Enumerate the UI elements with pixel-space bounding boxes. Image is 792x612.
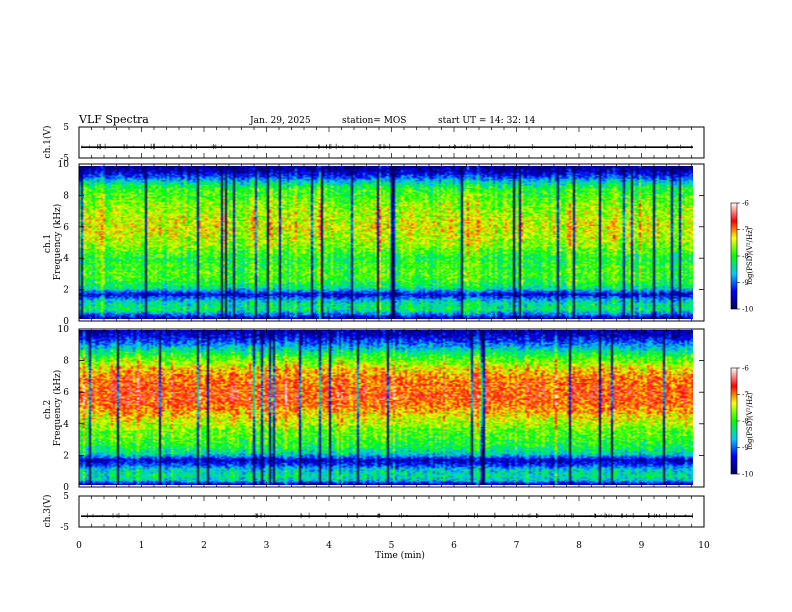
y-tick-label: 4 bbox=[63, 254, 69, 264]
x-tick-label: 6 bbox=[451, 541, 457, 551]
ch2-spectrogram-yticks: 0 2 4 6 8 10 bbox=[58, 325, 704, 493]
colorbar-tick-label: -10 bbox=[742, 306, 753, 314]
ch2-spectrogram-image bbox=[79, 330, 693, 485]
x-tick-label: 1 bbox=[139, 541, 145, 551]
colorbar-tick-label: -8 bbox=[742, 253, 749, 261]
ch1-colorbar-ticks: -6 -7 -8 -9 -10 bbox=[737, 200, 753, 314]
ch2-spectrogram-ylabel-frequency: Frequency (kHz) bbox=[52, 370, 63, 447]
colorbar-tick-label: -7 bbox=[742, 226, 749, 234]
y-tick-label: 6 bbox=[63, 388, 69, 398]
ch2-colorbar-ticks: -6 -7 -8 -9 -10 bbox=[737, 365, 753, 479]
ch3-waveform-line bbox=[81, 512, 693, 519]
header-start-time: start UT = 14: 32: 14 bbox=[438, 116, 536, 126]
x-tick-label: 3 bbox=[264, 541, 270, 551]
y-tick-label: 5 bbox=[63, 492, 69, 502]
figure-title: VLF Spectra bbox=[78, 113, 149, 126]
ch1-spectrogram-ylabel-frequency: Frequency (kHz) bbox=[52, 204, 63, 281]
ch1-waveform-yticks: 5 -5 bbox=[60, 123, 704, 164]
time-axis-ticks bbox=[78, 127, 705, 527]
ch1-waveform-line bbox=[81, 143, 693, 150]
colorbar-tick-label: -6 bbox=[742, 365, 749, 373]
x-axis-label: Time (min) bbox=[375, 550, 425, 561]
x-tick-label: 9 bbox=[639, 541, 645, 551]
x-tick-label: 0 bbox=[76, 541, 82, 551]
x-tick-label: 10 bbox=[698, 541, 710, 551]
colorbar-tick-label: -6 bbox=[742, 200, 749, 208]
colorbar-tick-label: -8 bbox=[742, 418, 749, 426]
y-tick-label: 4 bbox=[63, 420, 69, 430]
ch2-spectrogram-ylabel-channel: ch.2 bbox=[43, 400, 53, 419]
y-tick-label: 2 bbox=[63, 451, 69, 461]
y-tick-label: 10 bbox=[58, 325, 70, 335]
ch1-spectrogram-yticks: 0 2 4 6 8 10 bbox=[58, 160, 704, 327]
header-date: Jan. 29, 2025 bbox=[249, 116, 311, 126]
header-station: station= MOS bbox=[342, 116, 406, 126]
svg-text:ch.2 Frequency (kHz): ch.2 Frequency (kHz) bbox=[43, 370, 63, 447]
colorbar-tick-label: -9 bbox=[742, 444, 749, 452]
x-tick-label: 7 bbox=[514, 541, 520, 551]
y-tick-label: 8 bbox=[63, 357, 69, 367]
ch2-colorbar bbox=[730, 367, 738, 475]
ch1-colorbar bbox=[730, 202, 738, 310]
x-tick-label: 2 bbox=[201, 541, 207, 551]
time-axis-labels: 0 1 2 3 4 5 6 7 8 9 10 bbox=[76, 541, 710, 551]
y-tick-label: 2 bbox=[63, 286, 69, 296]
ch1-waveform-ylabel: ch.1(V) bbox=[42, 126, 53, 159]
ch3-waveform-ylabel: ch.3(V) bbox=[42, 495, 53, 528]
x-tick-label: 8 bbox=[576, 541, 582, 551]
y-tick-label: -5 bbox=[60, 523, 69, 533]
ch1-spectrogram-image bbox=[79, 166, 693, 319]
x-tick-label: 4 bbox=[326, 541, 332, 551]
y-tick-label: -5 bbox=[60, 154, 69, 164]
ch2-colorbar-label: log(PSD)(V²/Hz) bbox=[746, 392, 754, 449]
x-tick-label: 5 bbox=[389, 541, 395, 551]
colorbar-tick-label: -7 bbox=[742, 391, 749, 399]
colorbar-tick-label: -10 bbox=[742, 471, 753, 479]
y-tick-label: 10 bbox=[58, 160, 70, 170]
y-tick-label: 6 bbox=[63, 223, 69, 233]
ch1-spectrogram-ylabel-channel: ch.1 bbox=[43, 234, 53, 253]
ch1-colorbar-label: log(PSD)(V²/Hz) bbox=[746, 227, 754, 284]
y-tick-label: 0 bbox=[63, 317, 69, 327]
svg-text:ch.1 Frequency (kHz): ch.1 Frequency (kHz) bbox=[43, 204, 63, 281]
y-tick-label: 8 bbox=[63, 191, 69, 201]
ch3-waveform-yticks: 5 -5 bbox=[60, 492, 704, 533]
colorbar-tick-label: -9 bbox=[742, 279, 749, 287]
y-tick-label: 0 bbox=[63, 483, 69, 493]
y-tick-label: 5 bbox=[63, 123, 69, 133]
